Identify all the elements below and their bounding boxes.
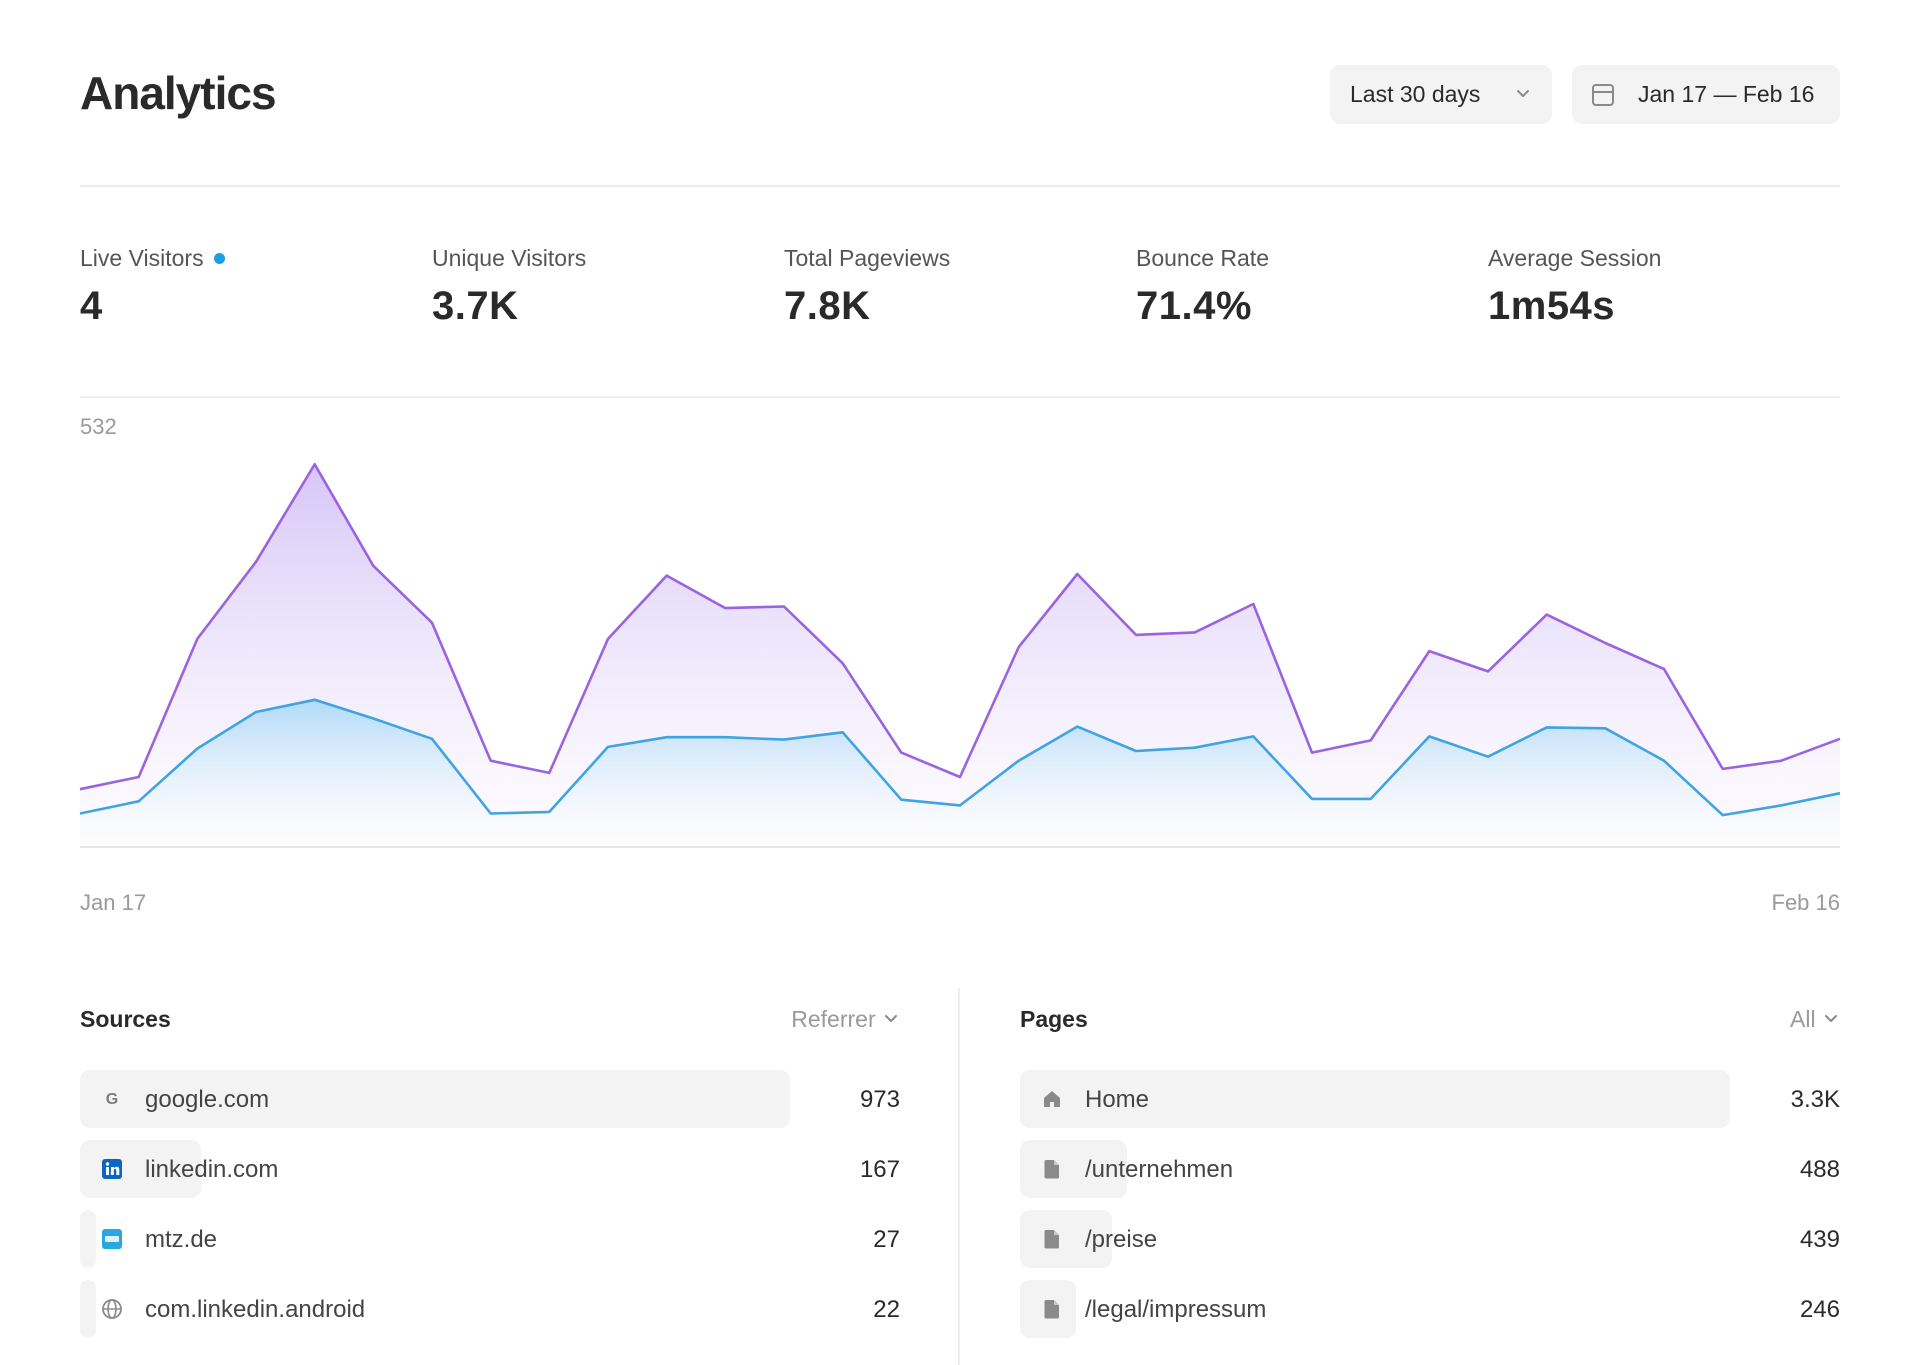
source-row[interactable]: linkedin.com 167 <box>80 1140 900 1210</box>
date-range-label: Jan 17 — Feb 16 <box>1638 81 1815 107</box>
source-row-label: google.com <box>145 1086 270 1113</box>
header: Analytics Last 30 days Jan 17 — Feb 16 <box>80 60 1840 130</box>
stat-label: Bounce Rate <box>1136 245 1269 271</box>
range-select[interactable]: Last 30 days <box>1330 65 1552 124</box>
stat-bounce-rate[interactable]: Bounce Rate 71.4% <box>1136 245 1488 335</box>
series-0-line <box>79 463 1841 791</box>
sources-title: Sources <box>80 1006 171 1032</box>
chevron-down-icon <box>885 1015 897 1022</box>
source-row-value: 22 <box>873 1296 900 1323</box>
file-icon <box>1040 1157 1064 1181</box>
y-axis-max-label: 532 <box>80 414 117 439</box>
page-row[interactable]: /legal/impressum 246 <box>1020 1280 1840 1350</box>
stat-unique-visitors[interactable]: Unique Visitors 3.7K <box>432 245 784 335</box>
chevron-down-icon <box>1514 81 1532 108</box>
source-row-label: linkedin.com <box>145 1156 279 1183</box>
google-icon: G <box>100 1087 124 1111</box>
home-icon <box>1040 1087 1064 1111</box>
live-indicator-icon <box>213 253 225 264</box>
source-row[interactable]: com.linkedin.android 22 <box>80 1280 900 1350</box>
stats-row: Live Visitors 4 Unique Visitors 3.7K Tot… <box>80 245 1840 335</box>
source-row-value: 973 <box>859 1086 900 1113</box>
pages-filter[interactable]: All <box>1790 1006 1840 1033</box>
source-row-label: com.linkedin.android <box>145 1296 366 1323</box>
date-range-button[interactable]: Jan 17 — Feb 16 <box>1572 65 1840 124</box>
page-row[interactable]: Home 3.3K <box>1020 1070 1840 1140</box>
source-row-bar <box>80 1280 96 1338</box>
source-row-value: 167 <box>859 1156 900 1183</box>
page-row-label: /legal/impressum <box>1085 1296 1267 1323</box>
stat-live-visitors[interactable]: Live Visitors 4 <box>80 245 432 335</box>
panel-divider <box>958 988 960 1365</box>
stat-label: Unique Visitors <box>432 245 587 271</box>
pages-filter-label: All <box>1790 1006 1816 1032</box>
traffic-chart-svg <box>79 463 1841 846</box>
source-row[interactable]: mtz.de 27 <box>80 1210 900 1280</box>
page-row-bar <box>1020 1140 1127 1198</box>
stat-label: Average Session <box>1488 245 1662 271</box>
stat-label: Live Visitors <box>80 245 204 271</box>
calendar-icon <box>1592 83 1614 106</box>
source-row-bar <box>80 1140 201 1198</box>
pages-title: Pages <box>1020 1006 1088 1032</box>
page-row-value: 439 <box>1799 1226 1840 1253</box>
stat-value: 3.7K <box>432 284 519 328</box>
source-row-bar <box>80 1070 790 1128</box>
page-row[interactable]: /preise 439 <box>1020 1210 1840 1280</box>
source-row-bar <box>80 1210 96 1268</box>
stat-total-pageviews[interactable]: Total Pageviews 7.8K <box>784 245 1136 335</box>
svg-text:G: G <box>106 1091 118 1108</box>
linkedin-icon <box>100 1157 124 1181</box>
page-row-label: /unternehmen <box>1085 1156 1234 1183</box>
chevron-down-icon <box>1825 1015 1837 1022</box>
file-icon <box>1040 1297 1064 1321</box>
page-title: Analytics <box>80 67 277 119</box>
chart-baseline <box>80 846 1840 848</box>
pages-list: Home 3.3K/unternehmen 488/preise 439/legal/… <box>1020 1070 1840 1350</box>
page-row-value: 3.3K <box>1790 1086 1840 1113</box>
page-row-label: Home <box>1085 1086 1150 1113</box>
page-row-label: /preise <box>1085 1226 1158 1253</box>
page-row-value: 246 <box>1799 1296 1840 1323</box>
x-axis-start-label: Jan 17 <box>80 890 147 915</box>
traffic-chart[interactable]: 532 Jan 17 Feb 16 <box>0 390 1920 950</box>
stat-value: 1m54s <box>1488 284 1616 328</box>
stat-value: 71.4% <box>1136 284 1252 328</box>
stat-average-session[interactable]: Average Session 1m54s <box>1488 245 1840 335</box>
x-axis-end-label: Feb 16 <box>1771 890 1841 915</box>
globe-icon <box>100 1297 124 1321</box>
source-row-label: mtz.de <box>145 1226 218 1253</box>
referrer-filter[interactable]: Referrer <box>791 1006 900 1033</box>
referrer-filter-label: Referrer <box>791 1006 876 1032</box>
page-row-bar <box>1020 1070 1730 1128</box>
stat-value: 7.8K <box>784 284 871 328</box>
stat-value: 4 <box>80 284 103 328</box>
series-1-line <box>79 698 1841 817</box>
file-icon <box>1040 1227 1064 1251</box>
stat-label: Total Pageviews <box>784 245 951 271</box>
page-row-bar <box>1020 1210 1113 1268</box>
source-row-value: 27 <box>873 1226 900 1253</box>
range-select-label: Last 30 days <box>1350 81 1481 107</box>
header-divider <box>80 185 1840 187</box>
pages-panel: Pages All Home 3.3K/unternehmen 488/preise… <box>1020 990 1840 1338</box>
series-1-area <box>80 699 1840 846</box>
page-row-value: 488 <box>1799 1156 1840 1183</box>
mtz-icon <box>100 1227 124 1251</box>
series-0-area <box>80 464 1840 846</box>
chart-top-rule <box>80 396 1840 398</box>
page-row[interactable]: /unternehmen 488 <box>1020 1140 1840 1210</box>
